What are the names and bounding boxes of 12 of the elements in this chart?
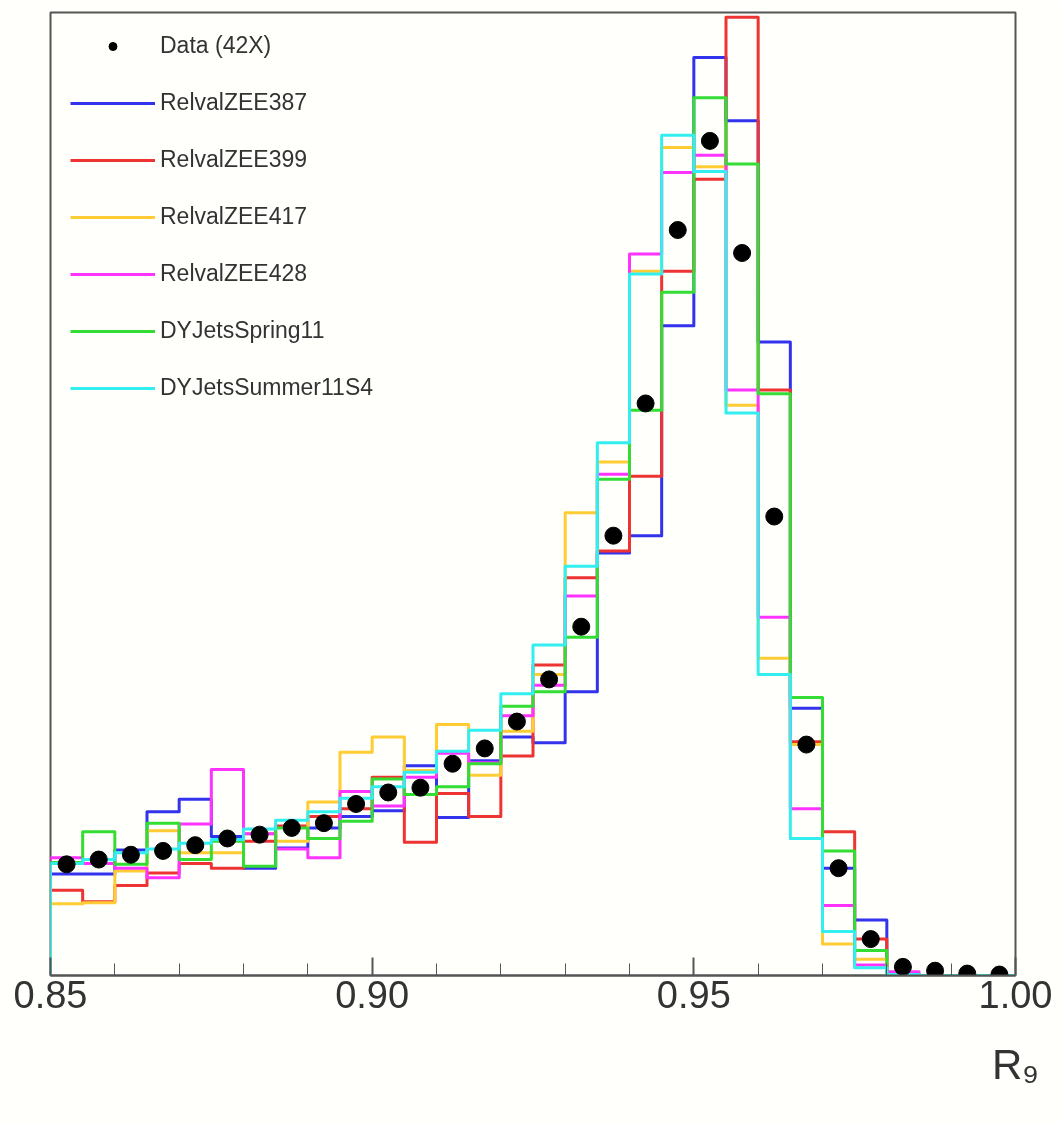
legend-label: Data (42X) <box>160 32 272 59</box>
x-tick-label: 1.00 <box>978 973 1053 1016</box>
x-axis-title: R₉ <box>992 1040 1039 1088</box>
x-tick-label: 0.95 <box>656 973 731 1016</box>
x-tick-label: 0.90 <box>335 973 410 1016</box>
legend-label: RelvalZEE428 <box>160 260 308 287</box>
legend-label: RelvalZEE387 <box>160 89 308 116</box>
legend-label: RelvalZEE399 <box>160 146 308 173</box>
x-tick-label: 0.85 <box>13 973 88 1016</box>
legend-label: DYJetsSummer11S4 <box>160 374 374 401</box>
legend-label: RelvalZEE417 <box>160 203 308 230</box>
legend-label: DYJetsSpring11 <box>160 317 325 344</box>
